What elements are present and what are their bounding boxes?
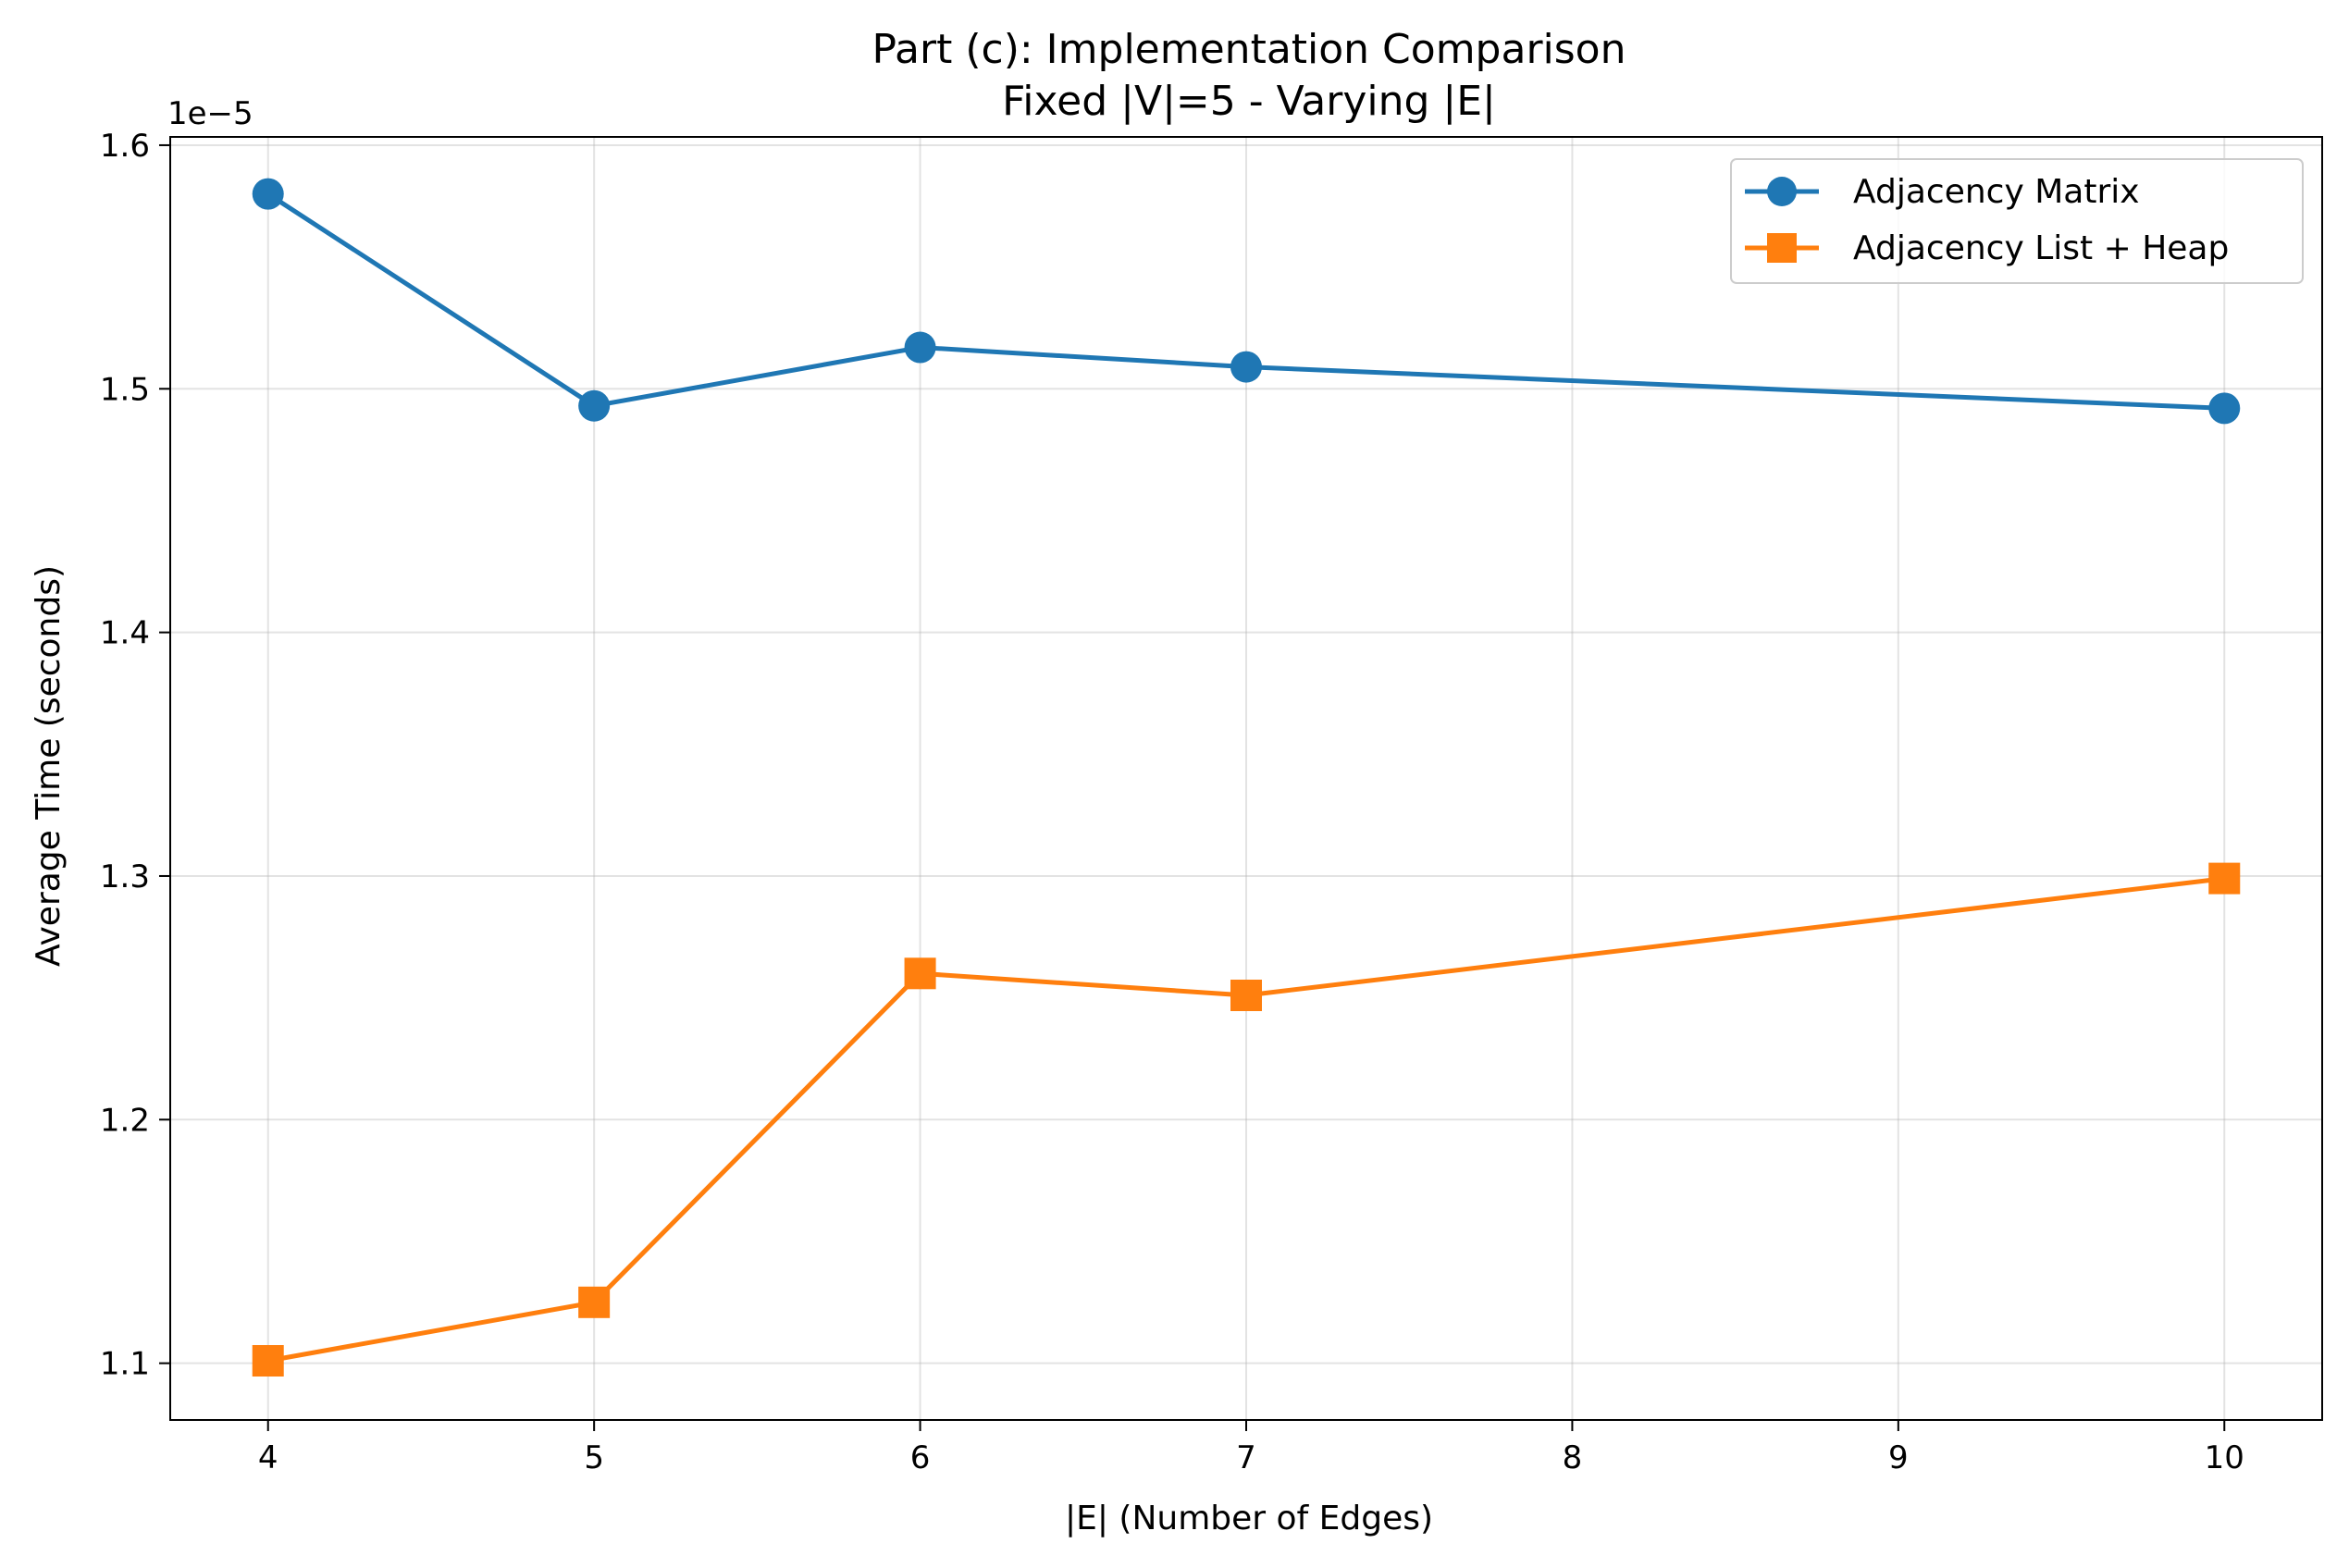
y-tick-label: 1.1 (100, 1346, 150, 1383)
chart-title-line1: Part (c): Implementation Comparison (872, 26, 1626, 73)
y-tick-label: 1.5 (100, 371, 150, 408)
y-tick-label: 1.6 (100, 128, 150, 165)
x-tick-label: 4 (258, 1439, 278, 1476)
y-axis-label: Average Time (seconds) (30, 565, 68, 967)
x-tick-label: 8 (1563, 1439, 1583, 1476)
x-tick-label: 10 (2205, 1439, 2244, 1476)
legend: Adjacency Matrix Adjacency List + Heap (1730, 158, 2304, 284)
data-point-adjacency-matrix (904, 331, 936, 364)
x-tick-label: 6 (910, 1439, 931, 1476)
y-tick-label: 1.4 (100, 615, 150, 652)
y-offset-text: 1e−5 (167, 95, 253, 132)
data-point-adjacency-matrix (1230, 351, 1262, 383)
y-tick-label: 1.3 (100, 858, 150, 895)
plot-series (252, 178, 2241, 1377)
legend-marker-adjacency-matrix (1767, 177, 1797, 206)
data-point-adjacency-matrix (2208, 392, 2241, 425)
data-point-adjacency-list-heap (578, 1286, 611, 1318)
chart-title-line2: Fixed |V|=5 - Varying |E| (1002, 78, 1496, 125)
legend-marker-adjacency-list-heap (1767, 233, 1797, 263)
x-axis-label: |E| (Number of Edges) (1065, 1500, 1433, 1537)
data-point-adjacency-list-heap (252, 1345, 284, 1377)
y-tick-label: 1.2 (100, 1102, 150, 1139)
x-axis: 4 5 6 7 8 9 10 (258, 1420, 2244, 1476)
data-point-adjacency-list-heap (904, 957, 936, 990)
x-tick-label: 5 (584, 1439, 604, 1476)
data-point-adjacency-list-heap (1230, 980, 1262, 1012)
y-axis: 1.1 1.2 1.3 1.4 1.5 1.6 (100, 128, 170, 1383)
data-point-adjacency-matrix (252, 178, 284, 210)
x-tick-label: 7 (1236, 1439, 1256, 1476)
data-point-adjacency-list-heap (2208, 862, 2241, 895)
data-point-adjacency-matrix (578, 389, 611, 422)
legend-label-adjacency-matrix: Adjacency Matrix (1853, 173, 2140, 211)
x-tick-label: 9 (1888, 1439, 1909, 1476)
legend-box (1730, 158, 2304, 284)
legend-label-adjacency-list-heap: Adjacency List + Heap (1853, 229, 2229, 267)
